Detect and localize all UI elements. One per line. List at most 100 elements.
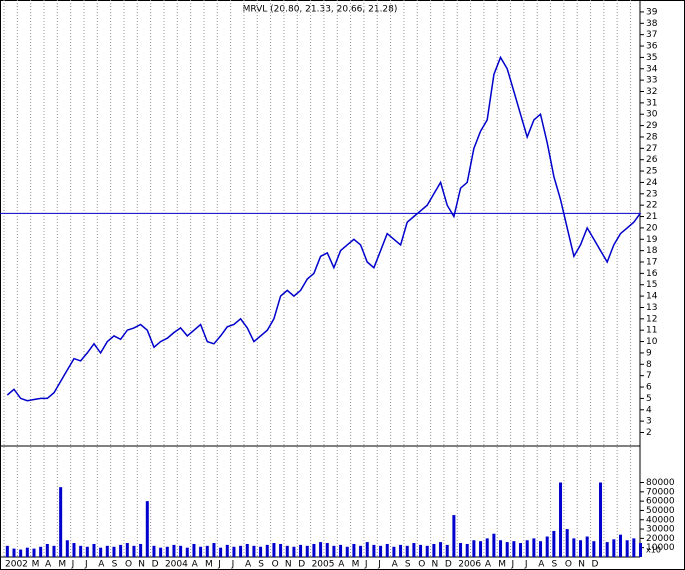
volume-bar	[139, 543, 143, 557]
y-tick-label: 28	[646, 132, 658, 142]
volume-bar	[612, 539, 616, 557]
volume-bar	[199, 546, 203, 557]
x-tick-label: J	[364, 560, 368, 570]
volume-bar	[499, 540, 503, 557]
volume-bar	[125, 543, 129, 557]
y-tick-label: 22	[646, 201, 657, 211]
volume-bar	[192, 543, 196, 557]
volume-bar	[59, 487, 63, 557]
y-tick-label: 33	[646, 76, 657, 86]
volume-bar	[152, 545, 156, 557]
volume-tick-label: 20000	[646, 534, 675, 544]
volume-bar	[545, 536, 549, 557]
y-tick-label: 26	[646, 155, 658, 165]
volume-bar	[365, 542, 369, 557]
volume-tick-label: 70000	[646, 487, 675, 497]
x-tick-label: N	[138, 560, 145, 570]
y-tick-label: 24	[646, 178, 658, 188]
y-tick-label: 31	[646, 98, 657, 108]
x-tick-label: S	[405, 560, 411, 570]
x-tick-label: J	[377, 560, 381, 570]
volume-bar	[632, 538, 636, 557]
volume-bar	[559, 482, 563, 557]
volume-bar	[205, 545, 209, 557]
volume-bar	[479, 541, 483, 557]
x-tick-label: A	[485, 560, 492, 570]
volume-bar	[272, 543, 276, 557]
y-tick-label: 36	[646, 42, 658, 52]
x-tick-label: S	[258, 560, 264, 570]
x-tick-label: D	[298, 560, 305, 570]
volume-bar	[579, 540, 583, 557]
y-tick-label: 5	[646, 394, 652, 404]
y-tick-label: 18	[646, 246, 658, 256]
volume-bar	[592, 541, 596, 557]
x-tick-label: D	[592, 560, 599, 570]
y-tick-label: 34	[646, 64, 658, 74]
volume-bar	[445, 544, 449, 557]
volume-tick-label: 80000	[646, 478, 675, 488]
volume-bar	[279, 543, 283, 557]
y-tick-label: 39	[646, 7, 658, 17]
volume-bar	[179, 545, 183, 557]
x-tick-label: 2004	[165, 560, 188, 570]
volume-bar	[452, 515, 456, 557]
volume-bar	[485, 538, 489, 557]
volume-bar	[319, 542, 323, 557]
volume-bar	[619, 534, 623, 557]
volume-bar	[625, 540, 629, 557]
volume-bar	[425, 545, 429, 557]
volume-bar	[565, 529, 569, 557]
x-tick-label: J	[217, 560, 221, 570]
volume-bar	[512, 541, 516, 557]
x-tick-label: N	[578, 560, 585, 570]
volume-bar	[359, 545, 363, 557]
volume-bar	[145, 501, 149, 557]
volume-bar	[25, 547, 29, 557]
volume-bar	[465, 543, 469, 557]
x-tick-label: O	[272, 560, 279, 570]
volume-bar	[252, 545, 256, 557]
x-tick-label: 2005	[312, 560, 335, 570]
volume-bar	[239, 545, 243, 557]
volume-bar	[32, 548, 36, 557]
volume-bar	[532, 538, 536, 557]
volume-bar	[185, 547, 189, 557]
y-tick-label: 6	[646, 383, 652, 393]
volume-bar	[332, 545, 336, 557]
y-tick-label: 8	[646, 360, 652, 370]
volume-bar	[585, 536, 589, 557]
x-tick-label: A	[392, 560, 399, 570]
x-tick-label: 2006	[458, 560, 481, 570]
volume-bar	[259, 546, 263, 557]
volume-bar	[232, 546, 236, 557]
x-tick-label: S	[112, 560, 118, 570]
volume-bar	[572, 538, 576, 557]
volume-bar	[79, 545, 83, 557]
x-tick-label: A	[45, 560, 52, 570]
volume-bar	[19, 549, 23, 557]
x-tick-label: J	[231, 560, 235, 570]
volume-bar	[219, 547, 223, 557]
volume-bar	[339, 544, 343, 557]
volume-bar	[519, 543, 523, 557]
x-tick-label: A	[245, 560, 252, 570]
volume-bar	[505, 542, 509, 557]
volume-bar	[439, 542, 443, 557]
volume-bar	[92, 543, 96, 557]
volume-bar	[399, 544, 403, 557]
y-tick-label: 9	[646, 348, 652, 358]
y-tick-label: 35	[646, 53, 657, 63]
chart-title: MRVL (20.80, 21.33, 20.66, 21.28)	[243, 5, 398, 15]
y-tick-label: 10	[646, 337, 658, 347]
volume-bar	[392, 546, 396, 557]
y-tick-label: 37	[646, 30, 657, 40]
y-tick-label: 3	[646, 417, 652, 427]
x-tick-label: A	[538, 560, 545, 570]
volume-unit: x10	[646, 546, 661, 555]
volume-bar	[352, 543, 356, 557]
volume-bar	[492, 533, 496, 557]
volume-bar	[12, 548, 16, 557]
volume-tick-label: 50000	[646, 506, 675, 516]
